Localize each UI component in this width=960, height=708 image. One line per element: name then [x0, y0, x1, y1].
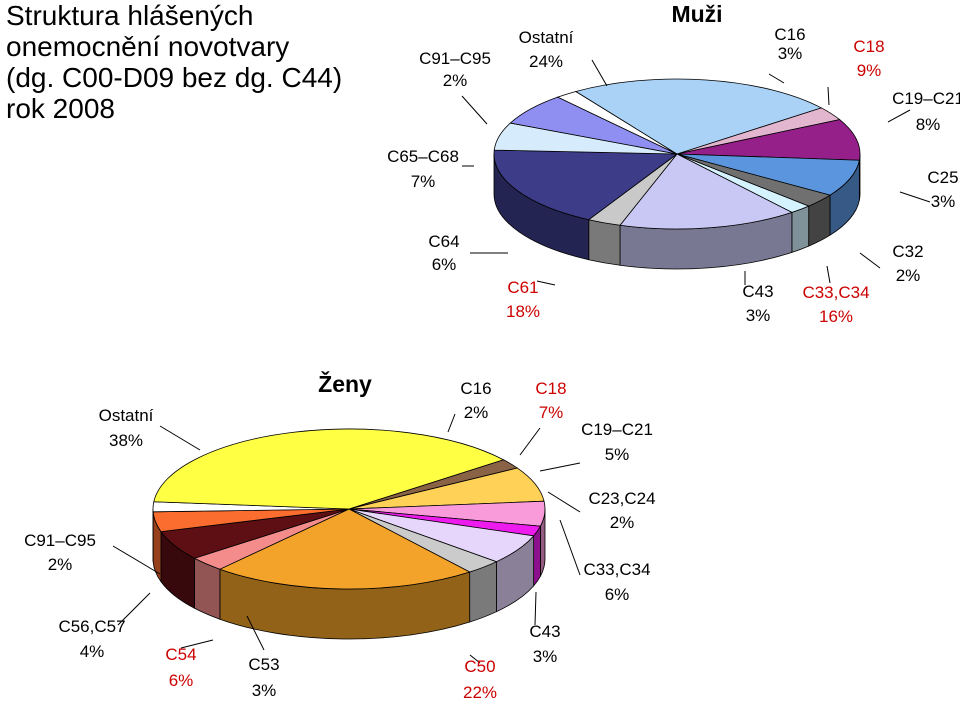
slice-percent: 22% [463, 683, 497, 702]
leader-line-3 [539, 462, 581, 472]
pie-side-7 [588, 219, 621, 266]
slice-percent: 8% [916, 115, 941, 134]
slice-label: C91–C95 [24, 531, 96, 550]
slice-percent: 3% [746, 306, 771, 325]
title-line-1: Struktura hlášených [6, 0, 254, 31]
title-line-2: onemocnění novotvary [6, 31, 290, 62]
slice-percent: 9% [857, 61, 882, 80]
title-line-4: rok 2008 [6, 93, 115, 124]
slice-percent: 24% [529, 52, 563, 71]
slice-label: Ostatní [99, 406, 154, 425]
slice-percent: 5% [605, 445, 630, 464]
slice-percent: 18% [506, 302, 540, 321]
slice-label: C54 [165, 645, 196, 664]
slice-label: C50 [464, 657, 495, 676]
slice-percent: 6% [169, 671, 194, 690]
pie-side-walls [493, 153, 861, 270]
slice-percent: 2% [48, 555, 73, 574]
slice-percent: 16% [819, 307, 853, 326]
leader-line-5 [559, 519, 581, 576]
slice-label: C19–C21 [892, 89, 960, 108]
slice-label: C32 [892, 242, 923, 261]
slice-percent: 3% [778, 44, 803, 63]
chart-title: Muži [671, 1, 722, 27]
leader-line-1 [768, 73, 785, 84]
leader-line-8 [246, 615, 265, 651]
title-line-3: (dg. C00-D09 bez dg. C44) [6, 62, 343, 93]
slice-label: C19–C21 [581, 420, 653, 439]
slice-label: Ostatní [519, 28, 574, 47]
slice-percent: 7% [539, 403, 564, 422]
slice-label: C33,C34 [802, 283, 869, 302]
leader-line-5 [859, 252, 881, 269]
leader-line-8 [536, 280, 556, 286]
pie-slice-12 [574, 78, 823, 155]
slice-percent: 2% [443, 71, 468, 90]
pie-chart-2: Ženy C16 2% C18 7% C19–C21 5% C23,C24 2% C33,C34 6… [24, 370, 655, 702]
slice-percent: 3% [533, 647, 558, 666]
leader-line-6 [826, 265, 831, 284]
slice-label: C43 [742, 282, 773, 301]
slice-percent: 2% [610, 513, 635, 532]
slice-label: C33,C34 [583, 560, 650, 579]
leader-line-2 [827, 86, 830, 106]
slice-label: C16 [460, 379, 491, 398]
slice-label: C64 [428, 232, 459, 251]
pie-slice-2 [676, 119, 861, 161]
slice-percent: 2% [464, 403, 489, 422]
slice-percent: 2% [896, 266, 921, 285]
slice-label: C16 [774, 25, 805, 44]
slice-percent: 7% [411, 172, 436, 191]
slice-label: C18 [535, 379, 566, 398]
leader-line-1 [447, 413, 456, 433]
slice-label: C91–C95 [419, 49, 491, 68]
slice-label: C65–C68 [387, 147, 459, 166]
slice-percent: 4% [80, 642, 105, 661]
slice-percent: 38% [109, 431, 143, 450]
leader-line-3 [887, 109, 911, 123]
leader-line-12 [591, 59, 608, 87]
slice-percent: 3% [252, 681, 277, 700]
leader-line-6 [534, 591, 537, 626]
pie-top [152, 428, 546, 590]
slice-label: C23,C24 [588, 489, 655, 508]
leader-line-9 [180, 639, 214, 649]
leader-line-12 [159, 425, 201, 451]
slice-label: C43 [529, 622, 560, 641]
leader-line-2 [519, 427, 541, 456]
leader-line-11 [112, 545, 161, 575]
slice-label: C18 [853, 37, 884, 56]
slice-label: C53 [248, 655, 279, 674]
leader-line-4 [899, 191, 931, 203]
pie-slice-6 [619, 153, 793, 230]
leader-line-4 [547, 491, 581, 513]
chart-title: Ženy [318, 370, 372, 397]
leader-line-11 [461, 95, 488, 125]
slice-percent: 3% [931, 192, 956, 211]
pie-slice-8 [493, 149, 679, 221]
pie-slice-3 [676, 153, 860, 196]
pie-slice-12 [153, 428, 505, 510]
slice-label: C56,C57 [58, 617, 125, 636]
slice-percent: 6% [605, 585, 630, 604]
slice-label: C25 [927, 168, 958, 187]
slice-label: C61 [507, 278, 538, 297]
slice-percent: 6% [432, 255, 457, 274]
pie-slice-7 [218, 508, 471, 590]
page-title: Struktura hlášených onemocnění novotvary… [6, 0, 396, 124]
pie-side-5 [791, 205, 810, 253]
leader-line-7 [469, 654, 481, 664]
pie-top [493, 78, 861, 230]
leader-line-10 [117, 592, 151, 626]
